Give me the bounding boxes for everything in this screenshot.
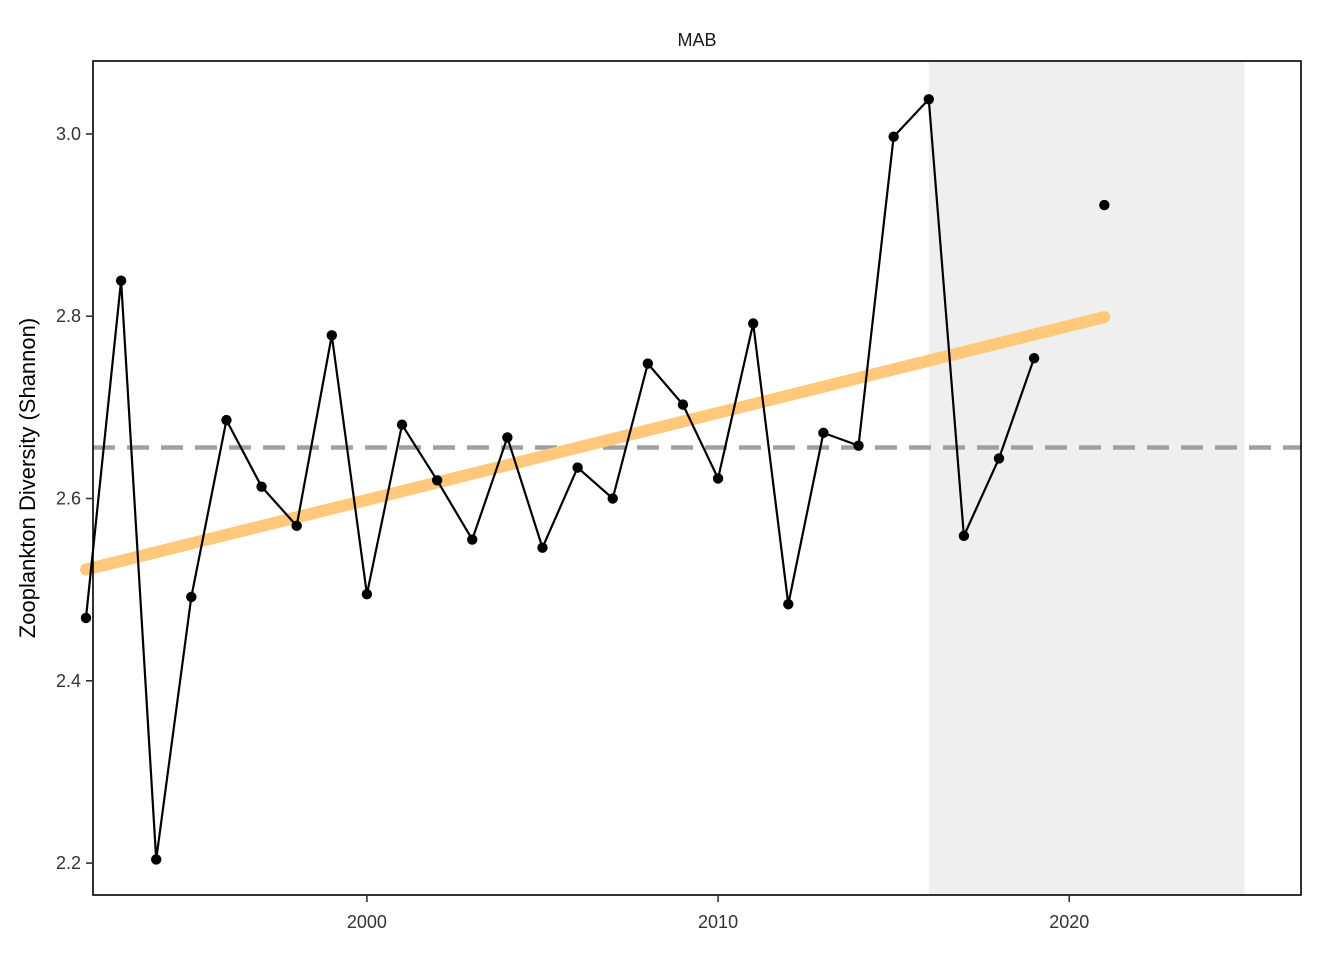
x-axis-ticks: 2000 2010 2020 xyxy=(347,895,1089,932)
plot-panel-border xyxy=(92,60,1302,896)
y-axis-title: Zooplankton Diversity (Shannon) xyxy=(15,318,40,638)
data-point xyxy=(642,358,654,369)
data-point xyxy=(467,534,478,545)
highlight-region xyxy=(928,61,1245,895)
trend-line xyxy=(79,311,1111,576)
data-point xyxy=(888,131,899,142)
data-point xyxy=(326,330,337,341)
x-tick-label: 2000 xyxy=(347,912,387,932)
trend-line-layer xyxy=(79,311,1111,576)
data-point xyxy=(853,440,864,451)
series-line-layer xyxy=(84,98,1036,861)
x-tick-label: 2010 xyxy=(698,912,738,932)
y-axis-ticks: 2.2 2.4 2.6 2.8 3.0 xyxy=(56,124,93,873)
data-point xyxy=(1099,199,1110,211)
data-points-layer xyxy=(80,94,1110,865)
data-point xyxy=(361,589,373,600)
data-point xyxy=(958,530,970,542)
y-tick-label: 2.2 xyxy=(56,853,81,873)
highlight-region-layer xyxy=(928,61,1245,895)
data-point xyxy=(677,399,689,410)
data-point xyxy=(783,599,794,610)
series-line xyxy=(84,98,1036,861)
data-point xyxy=(396,419,408,430)
chart-title: MAB xyxy=(677,30,716,50)
data-point xyxy=(80,612,92,624)
data-point xyxy=(993,453,1005,464)
data-point xyxy=(818,427,829,439)
y-tick-label: 3.0 xyxy=(56,124,81,144)
data-point xyxy=(747,318,759,329)
y-tick-label: 2.4 xyxy=(56,671,81,691)
data-point xyxy=(572,462,583,473)
data-point xyxy=(221,414,232,426)
data-point xyxy=(1028,352,1040,364)
data-point xyxy=(923,94,934,105)
data-point xyxy=(712,473,724,484)
data-point xyxy=(502,432,513,443)
y-tick-label: 2.8 xyxy=(56,306,81,326)
data-point xyxy=(186,591,197,603)
data-point xyxy=(607,493,618,504)
data-point xyxy=(256,481,267,492)
x-tick-label: 2020 xyxy=(1049,912,1089,932)
data-point xyxy=(537,542,548,553)
y-tick-label: 2.6 xyxy=(56,489,81,509)
data-point xyxy=(151,854,162,865)
data-point xyxy=(291,520,302,532)
data-point xyxy=(115,275,127,286)
data-point xyxy=(431,475,443,486)
